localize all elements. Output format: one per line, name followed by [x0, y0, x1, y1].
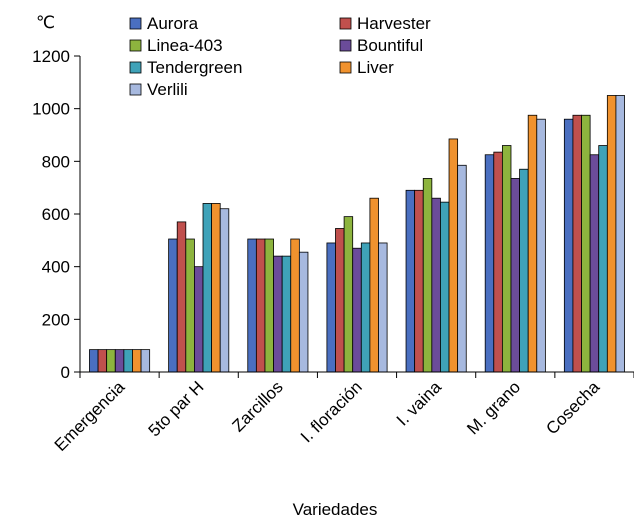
bar	[219, 208, 230, 373]
bar	[606, 95, 617, 373]
bar	[106, 349, 116, 373]
bar	[440, 201, 450, 373]
x-tick-label: Zarcillos	[228, 377, 286, 435]
bar	[536, 118, 546, 373]
bar	[457, 164, 467, 373]
bar	[247, 238, 257, 373]
legend-label: Liver	[357, 58, 394, 77]
bar	[448, 138, 459, 373]
y-tick-label: 800	[42, 152, 70, 171]
legend-label: Linea-403	[147, 36, 223, 55]
bar	[572, 114, 582, 373]
bar	[598, 145, 608, 373]
bar	[493, 151, 503, 373]
bar	[114, 349, 125, 373]
x-tick-label: Emergencia	[51, 377, 129, 455]
x-axis-label: Variedades	[293, 500, 378, 518]
legend-swatch	[339, 39, 352, 52]
legend-swatch	[129, 39, 142, 52]
x-tick-label: Cosecha	[542, 377, 603, 438]
bar	[326, 242, 336, 373]
bar	[140, 349, 151, 373]
bar	[378, 242, 388, 373]
bar	[589, 154, 600, 373]
x-tick-label: I. floración	[297, 377, 366, 446]
bar	[343, 216, 354, 373]
legend-swatch	[339, 61, 352, 74]
legend: Aurora Harvester Linea-403 Bountiful Tenderg…	[129, 14, 431, 99]
bar	[360, 242, 371, 373]
bar	[123, 349, 133, 373]
bar	[132, 349, 142, 373]
bar	[431, 197, 441, 373]
bar	[211, 203, 221, 373]
y-tick-label: 0	[61, 363, 70, 382]
bar	[264, 238, 274, 373]
bar	[176, 221, 187, 373]
y-axis: 0 200 400 600 800 1000 1200	[32, 47, 81, 382]
bar	[194, 266, 204, 373]
y-tick-label: 200	[42, 310, 70, 329]
bar	[414, 189, 424, 373]
legend-swatch	[339, 17, 352, 30]
legend-label: Tendergreen	[147, 58, 242, 77]
y-tick-label: 400	[42, 258, 70, 277]
bar	[185, 238, 195, 373]
bar	[510, 178, 520, 373]
bar	[89, 349, 99, 373]
legend-label: Aurora	[147, 14, 199, 33]
bar	[352, 247, 362, 373]
x-tick-label: 5to par H	[145, 377, 208, 440]
y-tick-label: 600	[42, 205, 70, 224]
legend-label: Harvester	[357, 14, 431, 33]
bar	[290, 238, 300, 373]
bar	[422, 178, 433, 373]
bar	[563, 118, 574, 373]
y-tick-label: 1200	[32, 47, 70, 66]
legend-swatch	[129, 83, 142, 96]
bar	[519, 168, 529, 373]
bar	[527, 114, 538, 373]
bar	[405, 189, 416, 373]
y-tick-label: 1000	[32, 100, 70, 119]
legend-label: Bountiful	[357, 36, 423, 55]
bar	[97, 349, 108, 373]
x-tick-label: M. grano	[463, 377, 524, 438]
bar	[273, 255, 283, 373]
bar	[202, 203, 213, 373]
bar	[501, 145, 512, 373]
x-axis: Emergencia 5to par H Zarcillos I. floración…	[51, 371, 634, 455]
bar	[581, 114, 591, 373]
bar	[281, 255, 292, 373]
x-tick-label: I. vaina	[393, 377, 446, 430]
legend-swatch	[129, 61, 142, 74]
bar	[168, 238, 178, 373]
bar	[484, 154, 495, 373]
bar	[255, 238, 266, 373]
bars-layer	[89, 95, 625, 373]
legend-swatch	[129, 17, 142, 30]
bar	[369, 197, 379, 373]
bar	[298, 251, 309, 373]
bar	[335, 228, 345, 373]
y-unit-label: ℃	[36, 13, 55, 32]
legend-label: Verlili	[147, 80, 188, 99]
bar	[615, 95, 625, 373]
